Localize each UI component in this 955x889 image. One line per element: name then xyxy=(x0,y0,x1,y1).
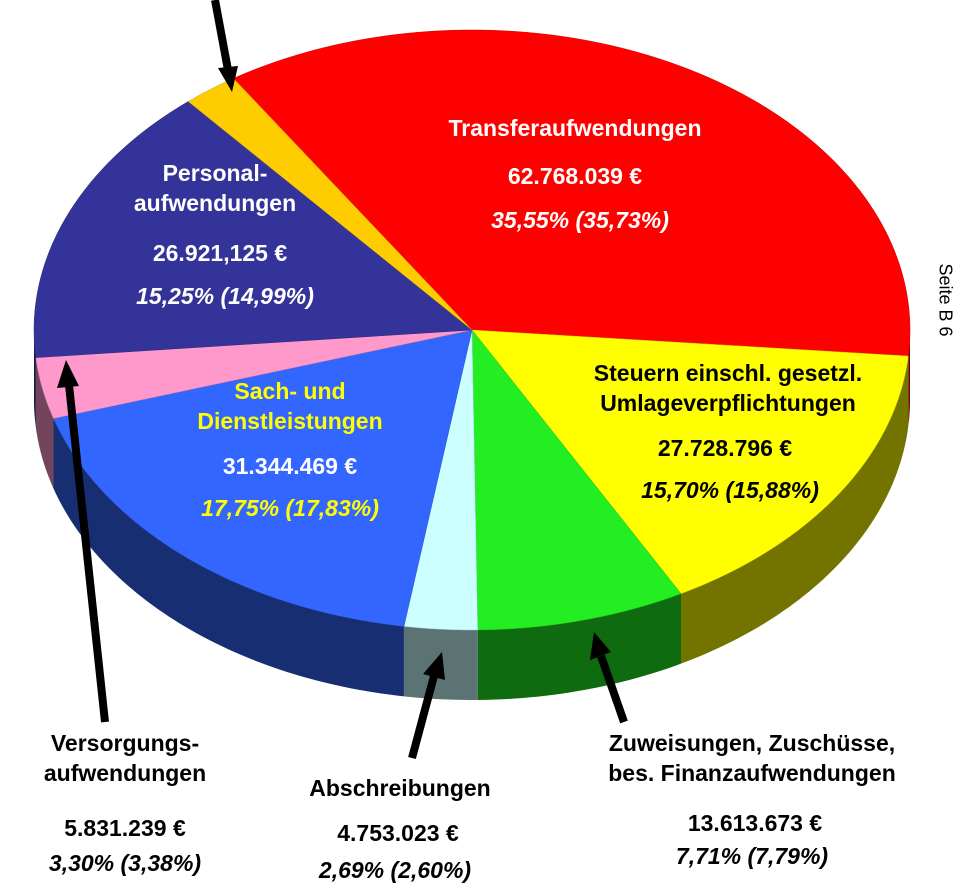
pie-sides xyxy=(34,330,910,700)
pie-side xyxy=(680,356,909,664)
category-label: Personal-aufwendungen xyxy=(134,160,296,216)
arrow xyxy=(211,0,232,71)
arrow xyxy=(597,654,628,724)
arrow xyxy=(65,384,109,723)
page-label: Seite B 6 xyxy=(935,263,955,336)
amount-label: 27.728.796 € xyxy=(658,435,793,461)
pie-slice xyxy=(403,329,478,631)
pie-slice xyxy=(33,101,473,358)
pie-slice xyxy=(35,329,473,419)
arrows xyxy=(57,0,628,760)
arrow-head xyxy=(423,652,445,680)
amount-label: 31.344.469 € xyxy=(223,453,358,479)
value-label: 2,69% (2,60%) xyxy=(318,857,471,883)
amount-label: 13.613.673 € xyxy=(688,810,823,836)
pie-slice xyxy=(471,329,909,594)
arrow xyxy=(408,674,438,760)
pie-slice xyxy=(233,29,911,357)
value-label: 35,55% (35,73%) xyxy=(491,207,669,233)
category-label: Sach- und Dienstleistungen xyxy=(197,378,382,434)
pie-tops xyxy=(33,29,911,631)
arrow-head xyxy=(218,66,238,92)
arrow-head xyxy=(57,360,79,388)
pie-side xyxy=(53,418,404,697)
category-label: Versorgungs-aufwendungen xyxy=(44,730,206,786)
labels: Transferaufwendungen 62.768.039 € 35,55% (… xyxy=(44,115,896,883)
category-label: Abschreibungen xyxy=(309,775,490,801)
pie-side xyxy=(35,357,54,489)
amount-label: 62.768.039 € xyxy=(508,163,643,189)
value-label: 17,75% (17,83%) xyxy=(201,495,379,521)
pie-slice xyxy=(53,329,473,627)
category-label: Transferaufwendungen xyxy=(448,115,701,141)
pie-side xyxy=(477,593,681,700)
amount-label: 5.831.239 € xyxy=(64,815,186,841)
pie-slice xyxy=(471,329,682,631)
value-label: 3,30% (3,38%) xyxy=(49,850,201,876)
value-label: 7,71% (7,79%) xyxy=(676,843,828,869)
category-label: Zuweisungen, Zuschüsse, bes. Finanzaufwen… xyxy=(608,730,896,786)
value-label: 15,25% (14,99%) xyxy=(136,283,314,309)
value-label: 15,70% (15,88%) xyxy=(641,477,819,503)
amount-label: 4.753.023 € xyxy=(337,820,459,846)
category-label: Steuern einschl. gesetzl. Umlageverpflich… xyxy=(594,360,862,416)
amount-label: 26.921,125 € xyxy=(153,240,288,266)
arrow-head xyxy=(590,632,611,660)
